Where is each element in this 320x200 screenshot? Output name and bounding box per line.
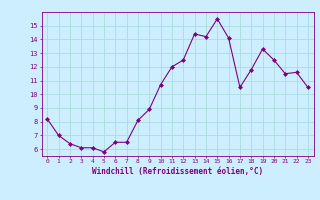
- X-axis label: Windchill (Refroidissement éolien,°C): Windchill (Refroidissement éolien,°C): [92, 167, 263, 176]
